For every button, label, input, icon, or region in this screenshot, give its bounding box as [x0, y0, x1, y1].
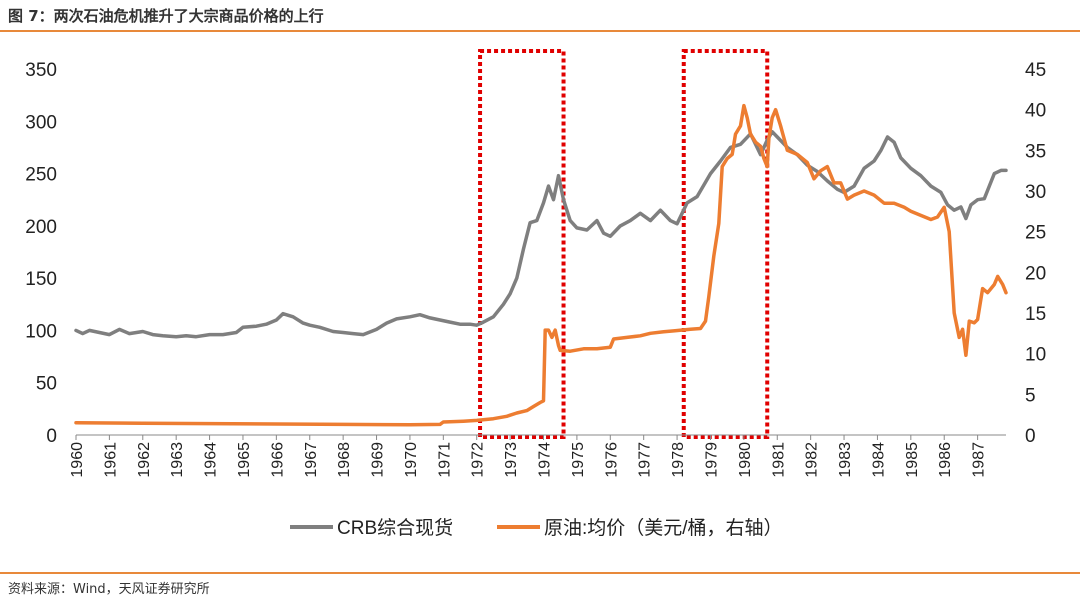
chart: 0 50 100 150 200 250 300 350 0 5 10 15 20 25 30 35 40 45… — [25, 49, 1046, 539]
x-tick-label: 1966 — [269, 442, 286, 478]
series-line-oil — [74, 103, 1008, 427]
series-line-crb — [74, 129, 1008, 339]
legend-item-oil: 原油:均价（美元/桶，右轴） — [497, 517, 783, 539]
x-tick-label: 1962 — [136, 442, 153, 478]
y-right-tick-label: 45 — [1025, 60, 1046, 81]
x-tick-label: 1978 — [670, 442, 687, 478]
y-axis-right: 0 5 10 15 20 25 30 35 40 45 — [1025, 60, 1046, 447]
x-tick-label: 1963 — [169, 442, 186, 478]
x-tick-label: 1976 — [603, 442, 620, 478]
x-tick-label: 1975 — [570, 442, 587, 478]
x-tick-label: 1985 — [904, 442, 921, 478]
y-left-tick-label: 250 — [25, 165, 57, 186]
bottom-rule — [0, 572, 1080, 574]
y-right-tick-label: 25 — [1025, 223, 1046, 244]
legend-label-oil: 原油:均价（美元/桶，右轴） — [544, 517, 783, 539]
x-tick-label: 1984 — [870, 442, 887, 478]
x-tick-label: 1972 — [470, 442, 487, 478]
y-right-tick-label: 30 — [1025, 182, 1046, 203]
y-right-tick-label: 15 — [1025, 304, 1046, 325]
x-tick-label: 1983 — [837, 442, 854, 478]
x-tick-label: 1980 — [737, 442, 754, 478]
x-tick-label: 1981 — [770, 442, 787, 478]
y-left-tick-label: 300 — [25, 112, 57, 133]
highlight-boxes — [478, 49, 770, 439]
y-left-tick-label: 150 — [25, 269, 57, 290]
x-tick-label: 1967 — [303, 442, 320, 478]
x-tick-label: 1961 — [102, 442, 119, 478]
source-note: 资料来源：Wind，天风证券研究所 — [8, 582, 210, 597]
y-left-tick-label: 0 — [46, 426, 57, 447]
x-tick-label: 1965 — [236, 442, 253, 478]
x-tick-label: 1969 — [370, 442, 387, 478]
y-right-tick-label: 10 — [1025, 345, 1046, 366]
y-left-tick-label: 50 — [36, 374, 57, 395]
legend-label-crb: CRB综合现货 — [337, 517, 453, 539]
x-tick-label: 1964 — [203, 442, 220, 478]
legend: CRB综合现货 原油:均价（美元/桶，右轴） — [290, 517, 783, 539]
x-tick-label: 1968 — [336, 442, 353, 478]
crb-series-layer — [74, 129, 1008, 339]
y-right-tick-label: 0 — [1025, 426, 1036, 447]
x-axis: 1960 1961 1962 1963 1964 1965 1966 1967 1968 1969… — [69, 434, 1006, 478]
x-tick-label: 1960 — [69, 442, 86, 478]
y-right-tick-label: 40 — [1025, 101, 1046, 122]
y-left-tick-label: 350 — [25, 60, 57, 81]
y-right-tick-label: 20 — [1025, 263, 1046, 284]
x-tick-label: 1982 — [804, 442, 821, 478]
top-rule — [0, 30, 1080, 32]
legend-item-crb: CRB综合现货 — [290, 517, 453, 539]
x-tick-label: 1970 — [403, 442, 420, 478]
highlight-box-2 — [681, 49, 770, 439]
y-right-tick-label: 35 — [1025, 141, 1046, 162]
x-tick-label: 1986 — [937, 442, 954, 478]
y-right-tick-label: 5 — [1025, 385, 1036, 406]
figure-title: 图 7：两次石油危机推升了大宗商品价格的上行 — [8, 7, 324, 25]
x-tick-label: 1971 — [436, 442, 453, 478]
highlight-box-1 — [478, 49, 566, 439]
y-left-tick-label: 100 — [25, 321, 57, 342]
x-tick-label: 1977 — [637, 442, 654, 478]
x-tick-label: 1979 — [703, 442, 720, 478]
x-tick-label: 1973 — [503, 442, 520, 478]
x-tick-label: 1974 — [537, 442, 554, 478]
oil-series-layer — [74, 103, 1008, 427]
x-tick-label: 1987 — [971, 442, 988, 478]
y-axis-left: 0 50 100 150 200 250 300 350 — [25, 60, 57, 447]
y-left-tick-label: 200 — [25, 217, 57, 238]
